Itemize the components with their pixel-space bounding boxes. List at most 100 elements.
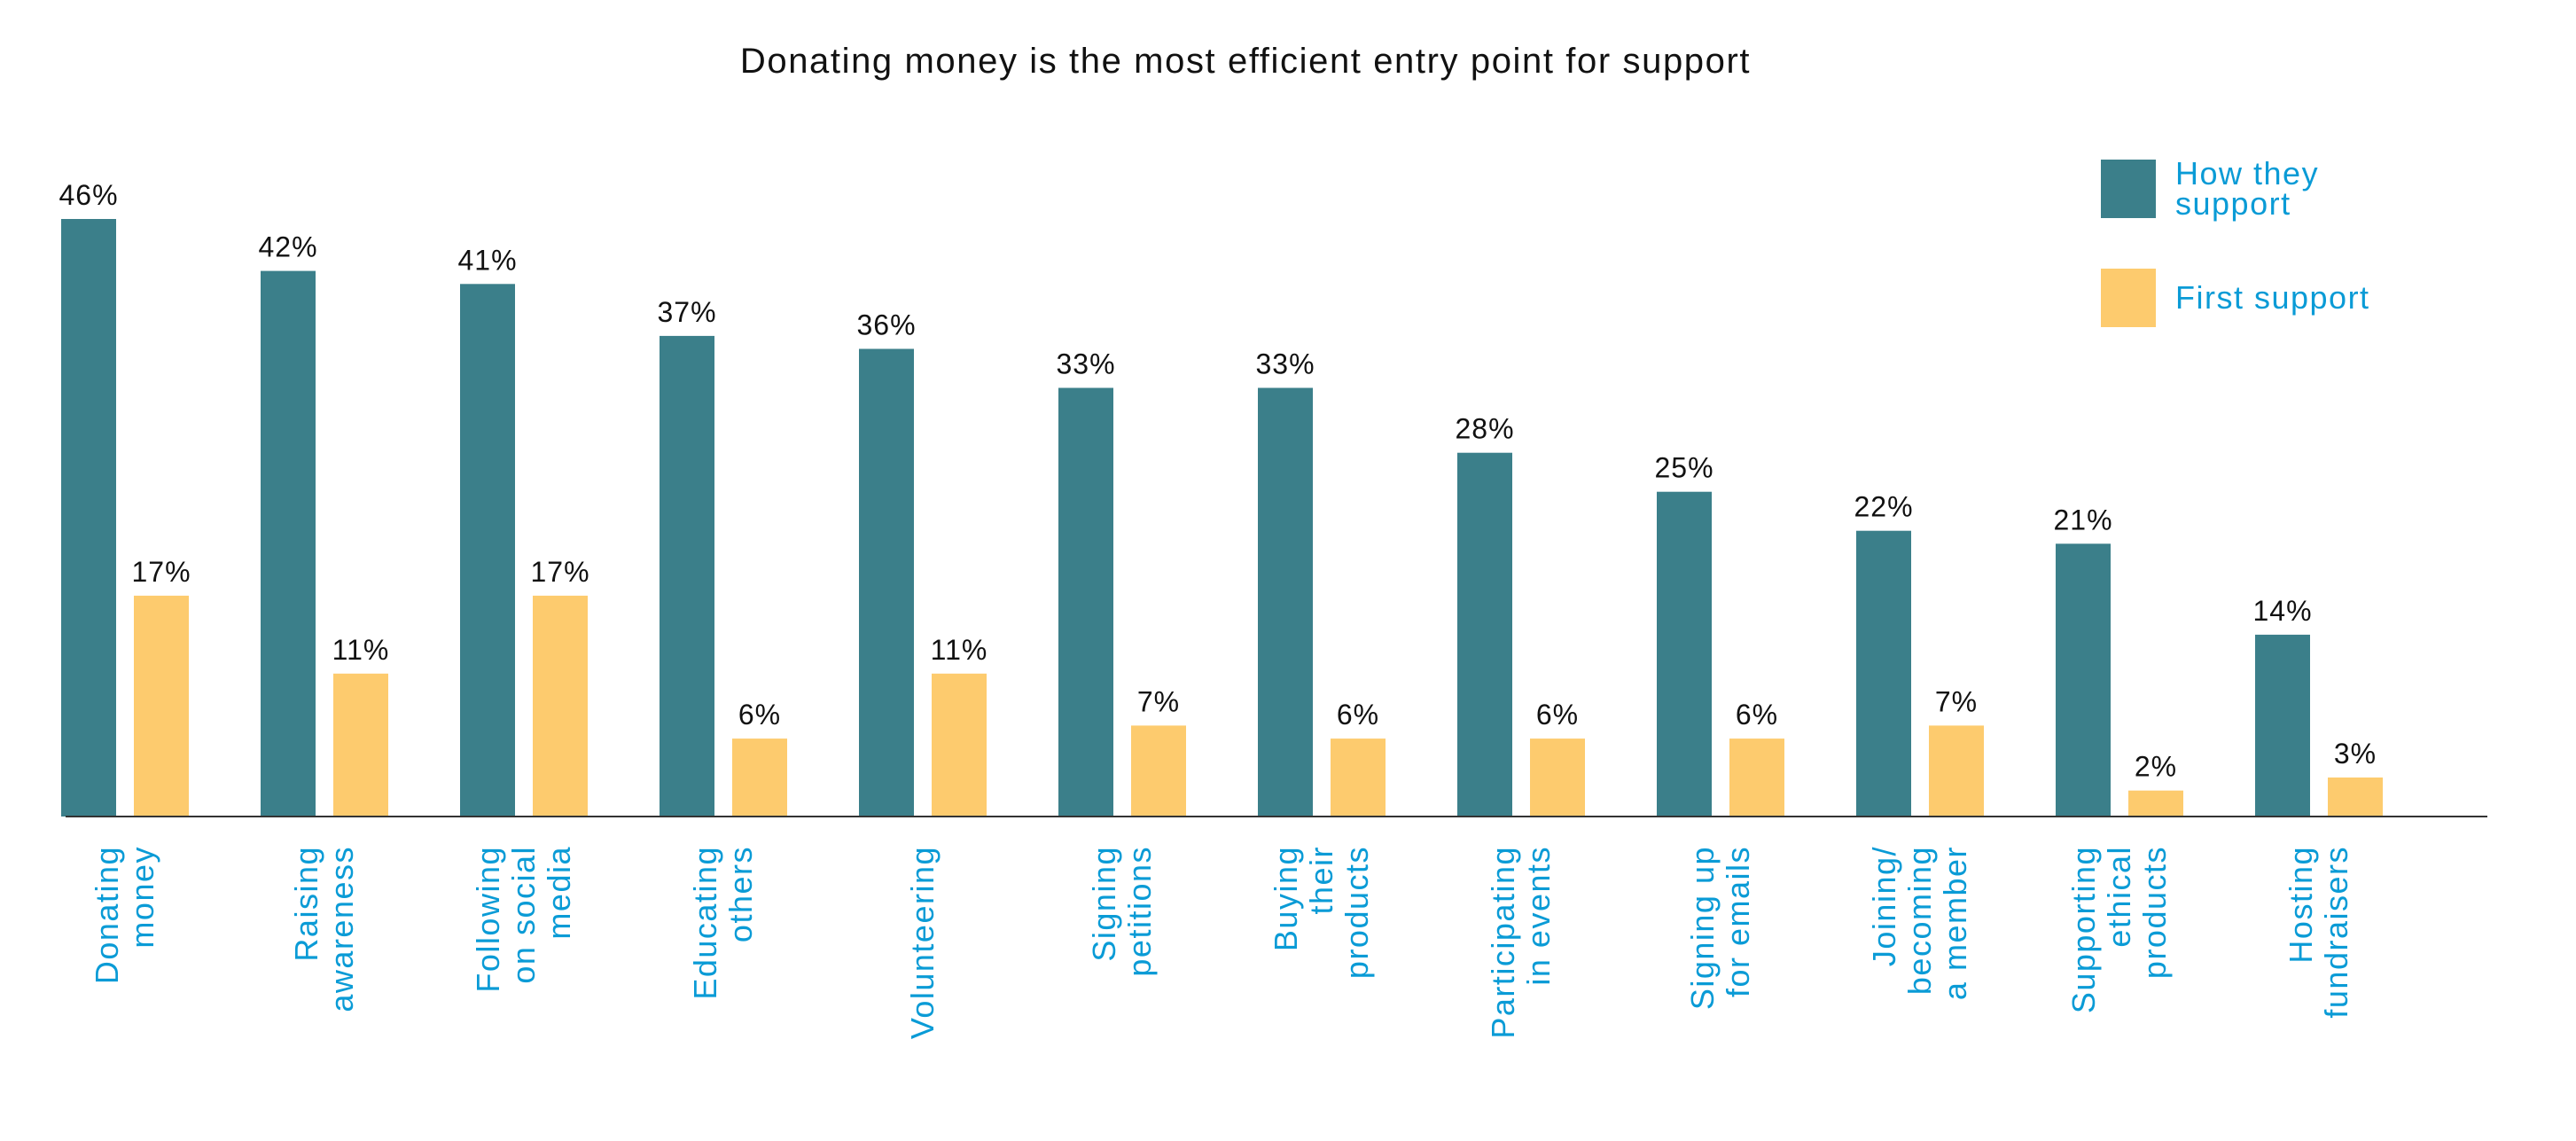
- bar-first-support: [1729, 739, 1784, 817]
- bar-first-support: [533, 595, 588, 817]
- category-label-line: a member: [1937, 846, 1973, 1000]
- category-label-line: Supporting: [2065, 846, 2102, 1013]
- category-label-line: their: [1303, 846, 1339, 915]
- bar-first-support: [732, 739, 787, 817]
- data-label: 6%: [738, 699, 781, 731]
- category-label: Raising awareness: [288, 846, 360, 1012]
- category-label: Supporting ethical products: [2065, 846, 2173, 1013]
- legend-label-line: How they: [2175, 155, 2319, 191]
- category-label: Educating others: [687, 846, 759, 1000]
- category-label-line: products: [2136, 846, 2173, 979]
- data-label: 33%: [1056, 348, 1115, 380]
- category-label: Buying their products: [1268, 846, 1375, 979]
- data-label: 11%: [332, 634, 390, 666]
- category-label-line: Buying: [1268, 846, 1304, 951]
- data-label: 42%: [258, 231, 317, 263]
- category-label-line: awareness: [324, 846, 360, 1012]
- category-label: Signing petitions: [1086, 846, 1158, 977]
- bar-how-they-support: [460, 284, 515, 817]
- data-label: 6%: [1736, 699, 1778, 731]
- category-label-line: Raising: [288, 846, 324, 962]
- data-label: 7%: [1137, 685, 1180, 717]
- data-label: 41%: [457, 244, 517, 276]
- bar-how-they-support: [261, 270, 316, 817]
- category-label: Volunteering: [904, 846, 941, 1039]
- data-label: 11%: [931, 634, 988, 666]
- category-label-line: products: [1339, 846, 1375, 979]
- category-label-line: in events: [1520, 846, 1557, 986]
- category-label-line: becoming: [1901, 846, 1938, 995]
- data-label: 17%: [131, 556, 191, 588]
- bar-how-they-support: [1258, 387, 1313, 817]
- category-label-line: media: [541, 846, 577, 940]
- value-labels-layer: 46% 17% 42% 11% 41% 17% 37% 6% 36% 11% 33% 7% 33% 6% 2…: [59, 179, 2377, 783]
- bar-first-support: [333, 673, 388, 817]
- data-label: 14%: [2252, 595, 2312, 627]
- data-label: 3%: [2334, 738, 2377, 770]
- category-label-line: on social: [505, 846, 542, 984]
- data-label: 17%: [530, 556, 589, 588]
- category-label: Donating money: [89, 846, 160, 984]
- data-label: 46%: [59, 179, 118, 211]
- legend-label: First support: [2175, 279, 2370, 316]
- legend: How they support First support: [2101, 155, 2370, 327]
- category-label-line: Joining/: [1866, 846, 1902, 966]
- category-label-line: Signing: [1086, 846, 1122, 962]
- category-labels-layer: Donating money Raising awareness Following on…: [89, 846, 2354, 1039]
- category-label-line: Hosting: [2283, 846, 2319, 964]
- data-label: 36%: [856, 309, 916, 341]
- bar-how-they-support: [1657, 491, 1712, 817]
- category-label-line: Volunteering: [904, 846, 941, 1039]
- category-label-line: ethical: [2101, 846, 2137, 948]
- bars-layer: [61, 219, 2383, 817]
- category-label-line: fundraisers: [2318, 846, 2354, 1019]
- category-label-line: Participating: [1485, 846, 1521, 1039]
- bar-how-they-support: [859, 348, 914, 817]
- data-label: 25%: [1654, 452, 1713, 484]
- bar-first-support: [1331, 739, 1386, 817]
- data-label: 22%: [1854, 491, 1913, 523]
- legend-label-line: support: [2175, 185, 2291, 222]
- data-label: 6%: [1536, 699, 1579, 731]
- bar-how-they-support: [1856, 530, 1911, 817]
- bar-how-they-support: [1058, 387, 1113, 817]
- bar-first-support: [134, 595, 189, 817]
- bar-first-support: [1929, 725, 1984, 817]
- category-label: Joining/becoming a member: [1866, 846, 1973, 1000]
- category-label: Signing up for emails: [1684, 846, 1756, 1010]
- data-label: 37%: [657, 296, 716, 328]
- category-label-line: petitions: [1121, 846, 1158, 977]
- category-label-line: Following: [470, 846, 506, 993]
- bar-how-they-support: [2056, 543, 2111, 817]
- category-label-line: for emails: [1720, 846, 1756, 997]
- bar-first-support: [2128, 790, 2183, 817]
- bar-how-they-support: [1457, 452, 1512, 817]
- bar-how-they-support: [61, 219, 116, 817]
- data-label: 7%: [1935, 685, 1978, 717]
- chart-title: Donating money is the most efficient ent…: [740, 42, 1751, 81]
- category-label-line: Donating: [89, 846, 125, 984]
- data-label: 2%: [2135, 751, 2177, 783]
- data-label: 28%: [1455, 413, 1514, 445]
- category-label: Following on social media: [470, 846, 577, 993]
- category-label-line: money: [124, 846, 160, 949]
- legend-label: How they support: [2175, 155, 2319, 222]
- bar-first-support: [1131, 725, 1186, 817]
- bar-first-support: [1530, 739, 1585, 817]
- data-label: 6%: [1337, 699, 1379, 731]
- bar-how-they-support: [660, 335, 714, 817]
- category-label: Hosting fundraisers: [2283, 846, 2354, 1019]
- data-label: 21%: [2053, 504, 2112, 535]
- category-label-line: others: [722, 846, 759, 942]
- bar-first-support: [932, 673, 987, 817]
- data-label: 33%: [1255, 348, 1315, 380]
- legend-swatch: [2101, 269, 2156, 327]
- category-label-line: Signing up: [1684, 846, 1721, 1010]
- bar-first-support: [2328, 778, 2383, 817]
- bar-how-they-support: [2255, 634, 2310, 817]
- category-label: Participating in events: [1485, 846, 1557, 1039]
- category-label-line: Educating: [687, 846, 723, 1000]
- legend-swatch: [2101, 160, 2156, 218]
- legend-label-line: First support: [2175, 279, 2370, 316]
